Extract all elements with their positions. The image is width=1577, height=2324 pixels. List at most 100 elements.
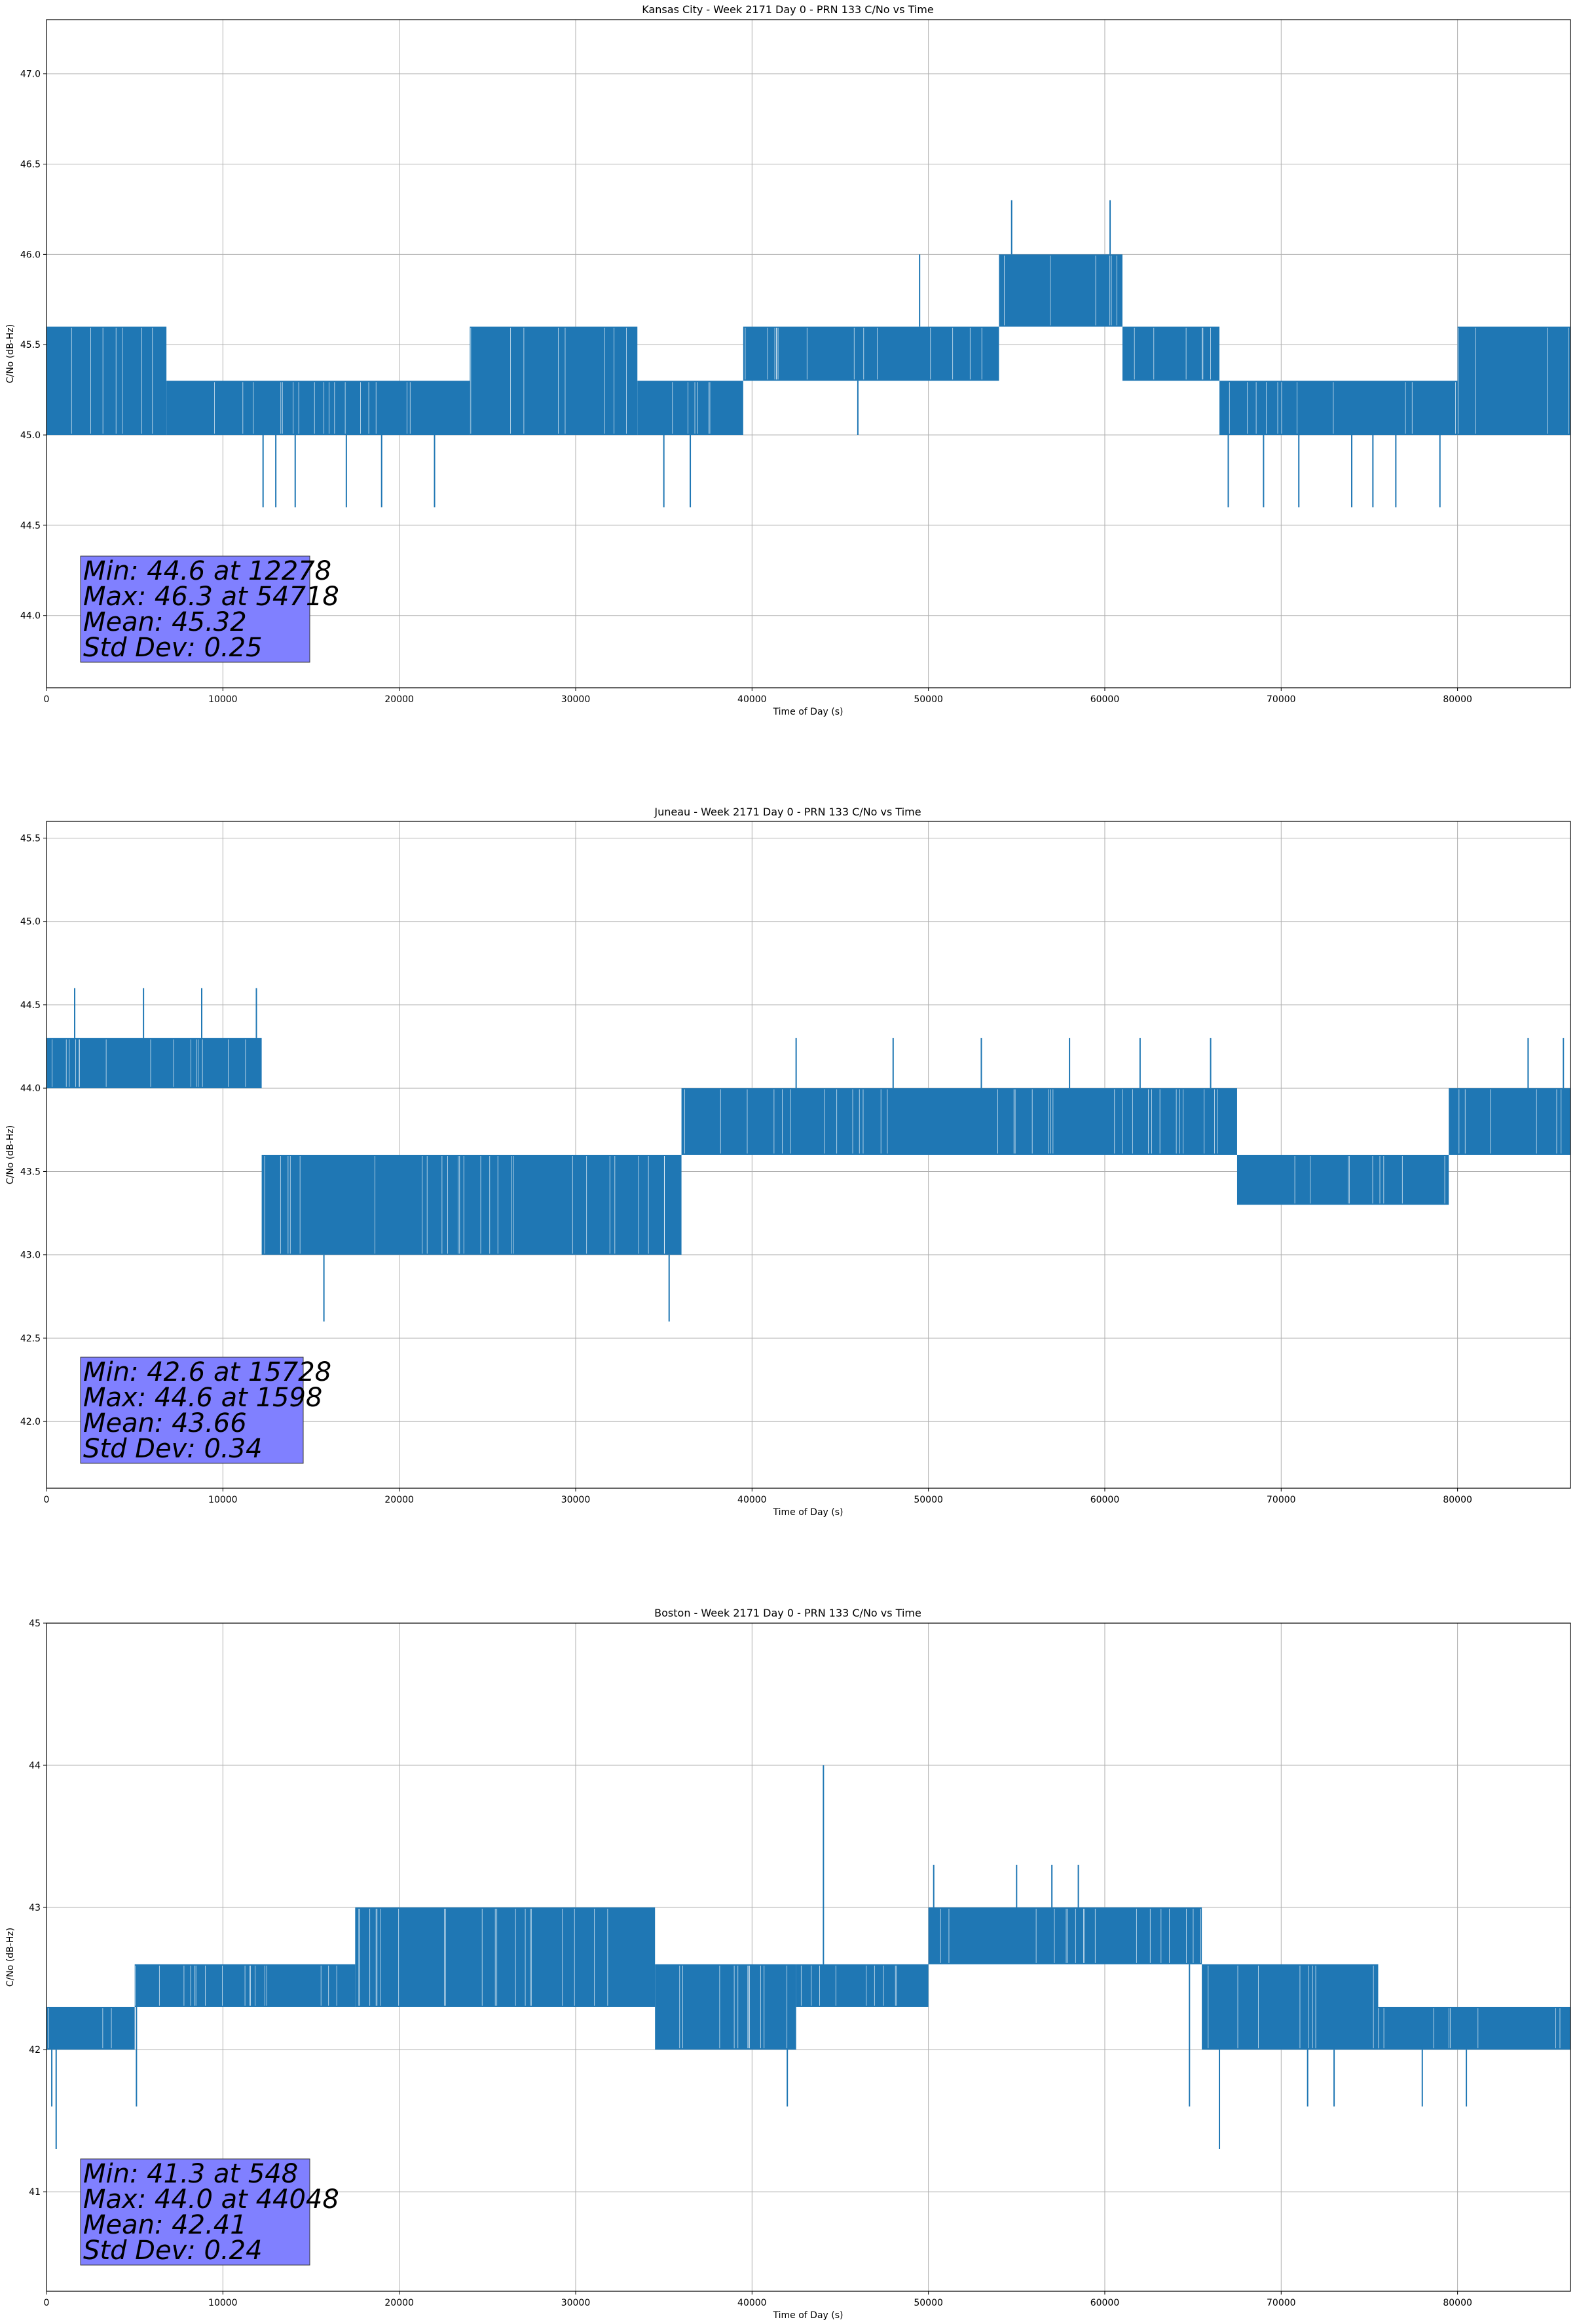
- y-tick-label: 42: [29, 2045, 41, 2055]
- y-tick-label: 44.0: [20, 1083, 41, 1094]
- x-tick-label: 80000: [1443, 694, 1472, 705]
- data-band: [999, 254, 1122, 327]
- band-texture: [1208, 1965, 1374, 2049]
- chart-title: Boston - Week 2171 Day 0 - PRN 133 C/No …: [654, 1607, 921, 1619]
- data-band: [1457, 326, 1570, 436]
- y-tick-label: 45.0: [20, 430, 41, 441]
- stat-mean: Mean: 43.66: [83, 1408, 247, 1438]
- stats-box-background: [80, 555, 310, 663]
- stats-box: Min: 42.6 at 15728 Max: 44.6 at 1598 Mea…: [80, 1357, 331, 1464]
- x-tick-label: 40000: [737, 694, 767, 705]
- band-texture: [214, 382, 411, 434]
- stat-std-dev: Std Dev: 0.24: [83, 2236, 263, 2266]
- band-texture: [1458, 1089, 1562, 1153]
- x-axis-label: Time of Day (s): [773, 707, 844, 717]
- data-band: [796, 1964, 929, 2007]
- y-tick-label: 47.0: [20, 69, 41, 80]
- band-texture: [1457, 328, 1569, 434]
- band-texture: [1004, 255, 1117, 326]
- y-tick-label: 44.0: [20, 611, 41, 622]
- stats-box-background: [80, 2158, 310, 2266]
- y-tick-label: 44: [29, 1761, 41, 1771]
- y-axis-label: C/No (dB-Hz): [5, 1125, 16, 1184]
- data-band: [261, 1155, 682, 1255]
- stat-max: Max: 44.6 at 1598: [83, 1383, 322, 1413]
- band-texture: [71, 328, 153, 434]
- data-band: [355, 1907, 656, 2007]
- data-band: [1202, 1964, 1379, 2050]
- y-tick-label: 46.0: [20, 250, 41, 260]
- subplot-juneau: Juneau - Week 2171 Day 0 - PRN 133 C/No …: [5, 806, 1571, 1518]
- band-texture: [470, 328, 627, 434]
- data-band: [46, 1038, 262, 1089]
- band-texture: [745, 328, 982, 380]
- data-band: [1122, 326, 1220, 381]
- band-texture: [1378, 2008, 1561, 2049]
- data-series: [46, 988, 1570, 1322]
- x-tick-label: 10000: [208, 1495, 238, 1505]
- x-axis-label: Time of Day (s): [773, 1507, 844, 1518]
- stat-max: Max: 44.0 at 44048: [83, 2184, 339, 2215]
- band-texture: [52, 1039, 246, 1087]
- stat-std-dev: Std Dev: 0.34: [83, 1434, 263, 1464]
- stats-box: Min: 44.6 at 12278 Max: 46.3 at 54718 Me…: [80, 555, 339, 663]
- band-texture: [264, 1156, 665, 1254]
- stat-min: Min: 41.3 at 548: [83, 2159, 298, 2189]
- band-texture: [672, 382, 711, 434]
- data-band: [1378, 2006, 1570, 2050]
- y-tick-label: 43: [29, 1903, 41, 1913]
- x-tick-label: 60000: [1090, 2298, 1120, 2308]
- stat-mean: Mean: 45.32: [83, 607, 247, 637]
- data-band: [928, 1907, 1202, 1964]
- x-tick-labels: 0 10000 20000 30000 40000 50000 60000 70000 8000…: [44, 1488, 1472, 1505]
- chart-title: Kansas City - Week 2171 Day 0 - PRN 133 …: [642, 3, 933, 16]
- band-texture: [940, 1909, 1201, 1963]
- y-tick-label: 45.0: [20, 917, 41, 928]
- plot-frame: [46, 19, 1571, 688]
- stat-min: Min: 44.6 at 12278: [83, 556, 331, 586]
- stat-std-dev: Std Dev: 0.25: [83, 633, 263, 663]
- x-tick-label: 30000: [561, 694, 591, 705]
- x-tick-label: 40000: [737, 1495, 767, 1505]
- data-band: [681, 1088, 1237, 1155]
- x-tick-label: 30000: [561, 1495, 591, 1505]
- plot-frame: [46, 821, 1571, 1489]
- y-axis-label: C/No (dB-Hz): [5, 324, 16, 383]
- y-tick-label: 41: [29, 2187, 41, 2198]
- data-band: [166, 381, 470, 436]
- stats-box-background: [80, 1357, 304, 1464]
- stat-max: Max: 46.3 at 54718: [83, 582, 339, 612]
- band-texture: [1134, 328, 1211, 380]
- x-tick-label: 70000: [1267, 1495, 1296, 1505]
- y-tick-label: 42.5: [20, 1334, 41, 1344]
- x-tick-label: 10000: [208, 694, 238, 705]
- x-tick-label: 70000: [1267, 2298, 1296, 2308]
- x-tick-label: 20000: [384, 694, 414, 705]
- data-band: [470, 326, 638, 436]
- band-texture: [48, 2008, 112, 2049]
- x-tick-label: 40000: [737, 2298, 767, 2308]
- y-tick-label: 45.5: [20, 833, 41, 844]
- x-tick-labels: 0 10000 20000 30000 40000 50000 60000 70000 8000…: [44, 688, 1472, 705]
- x-tick-label: 60000: [1090, 694, 1120, 705]
- data-band: [1219, 381, 1458, 436]
- y-tick-label: 46.5: [20, 160, 41, 170]
- y-tick-labels: 41 42 43 44 45: [29, 1619, 46, 2198]
- band-texture: [679, 1965, 788, 2049]
- data-band: [743, 326, 999, 381]
- x-tick-label: 60000: [1090, 1495, 1120, 1505]
- x-tick-label: 0: [44, 2298, 50, 2308]
- x-axis-label: Time of Day (s): [773, 2310, 844, 2321]
- x-tick-label: 80000: [1443, 2298, 1472, 2308]
- x-tick-label: 20000: [384, 1495, 414, 1505]
- y-tick-label: 42.0: [20, 1417, 41, 1427]
- x-tick-label: 50000: [914, 694, 943, 705]
- data-series: [46, 200, 1570, 508]
- y-tick-label: 45.5: [20, 340, 41, 350]
- y-tick-label: 43.0: [20, 1250, 41, 1261]
- subplot-boston: Boston - Week 2171 Day 0 - PRN 133 C/No …: [5, 1607, 1571, 2321]
- band-texture: [1294, 1156, 1445, 1204]
- x-tick-label: 80000: [1443, 1495, 1472, 1505]
- data-band: [637, 381, 743, 436]
